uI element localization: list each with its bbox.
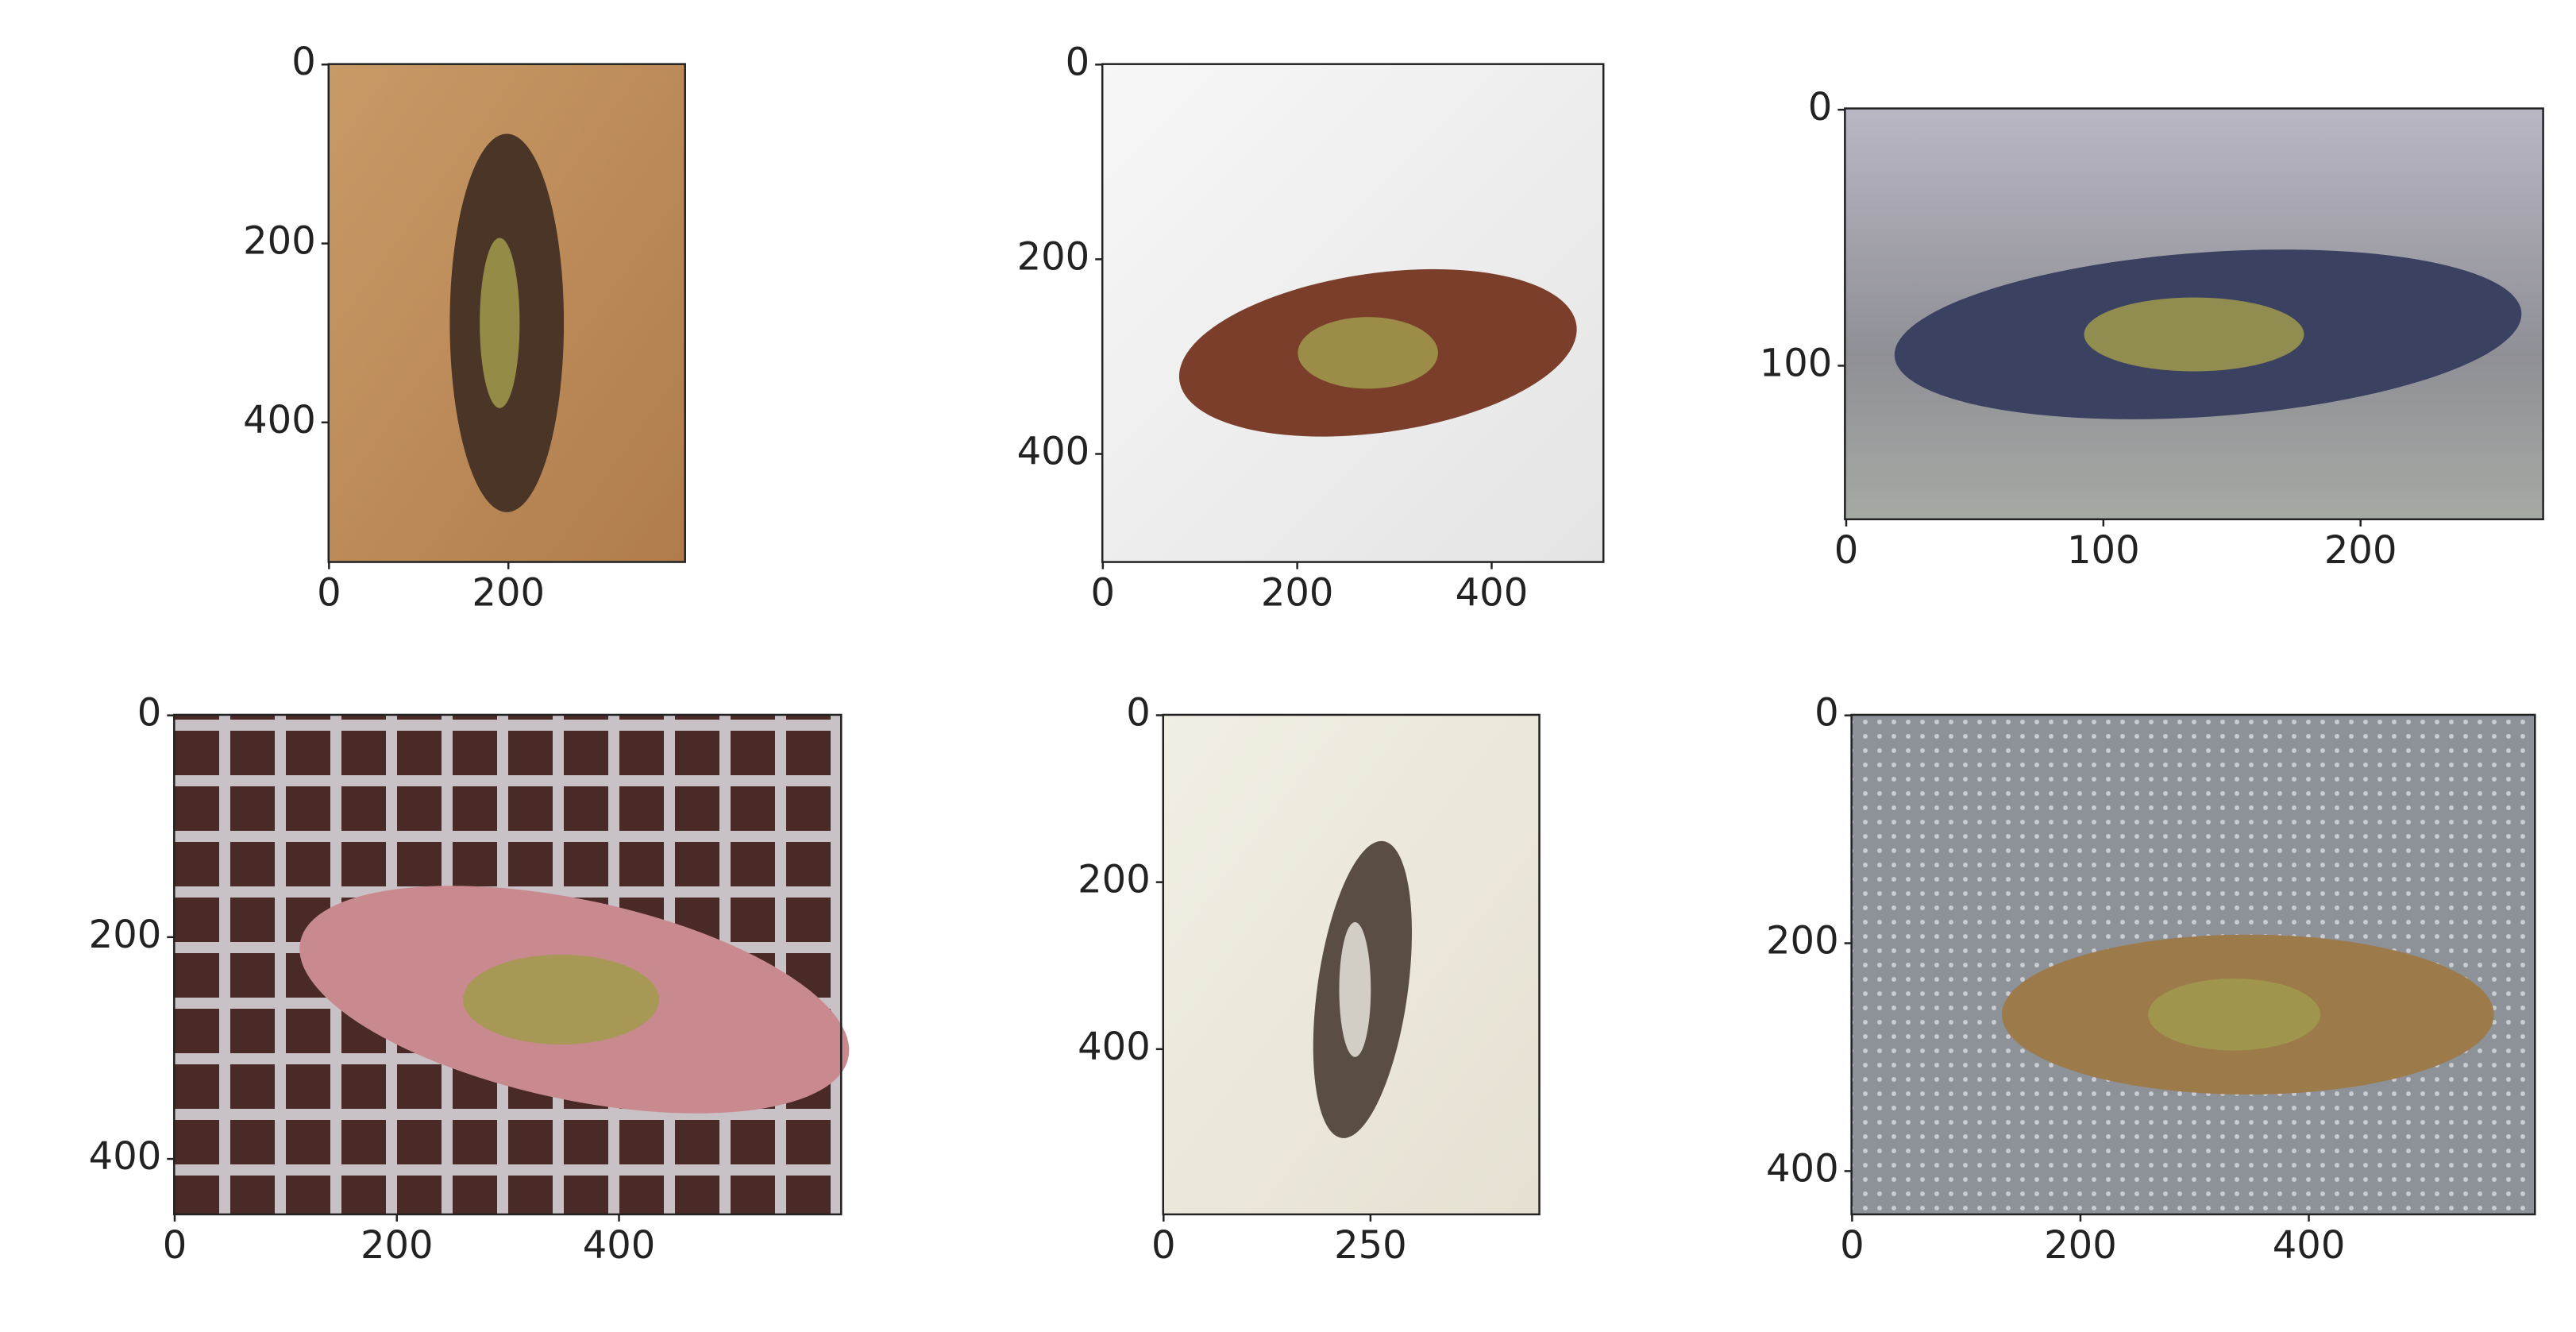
y-tick-label: 200	[89, 913, 162, 957]
axes-frame	[1101, 63, 1605, 563]
subplot: 0 200 400 0 200 400	[1017, 40, 1605, 616]
subplot: 0 250 0 200 400	[1078, 690, 1541, 1268]
x-tick-label: 200	[472, 571, 545, 616]
axes-frame	[327, 63, 686, 563]
axes-frame	[1844, 107, 2544, 521]
x-tick-label: 0	[1834, 528, 1859, 573]
y-tick-label: 200	[1766, 919, 1839, 963]
moth-patch	[480, 237, 520, 408]
x-tick-label: 0	[1840, 1223, 1865, 1268]
x-tick-label: 400	[583, 1223, 656, 1268]
x-tick-label: 400	[2273, 1223, 2346, 1268]
y-tick-label: 400	[1766, 1146, 1839, 1191]
x-tick-label: 400	[1456, 571, 1529, 616]
axes-frame	[1850, 713, 2536, 1216]
x-tick-label: 250	[1334, 1223, 1407, 1268]
moth-patch	[463, 954, 659, 1045]
axes-frame	[1162, 713, 1541, 1216]
y-tick-label: 200	[243, 219, 316, 264]
y-tick-label: 0	[1808, 85, 1833, 129]
y-tick-label: 400	[89, 1134, 162, 1179]
x-tick-label: 200	[1261, 571, 1334, 616]
y-tick-label: 0	[137, 691, 162, 735]
y-tick-label: 200	[1078, 858, 1151, 902]
x-tick-label: 200	[361, 1223, 434, 1268]
subplot: 0 100 200 0 100	[1760, 85, 2544, 573]
y-tick-label: 0	[1814, 691, 1839, 735]
x-tick-label: 0	[1091, 571, 1116, 616]
x-tick-label: 200	[2044, 1223, 2117, 1268]
axes-frame	[173, 713, 843, 1216]
x-tick-label: 0	[1151, 1223, 1176, 1268]
y-tick-label: 100	[1760, 341, 1833, 385]
y-tick-label: 0	[291, 40, 316, 84]
moth-patch	[2148, 979, 2321, 1051]
x-tick-label: 200	[2324, 528, 2397, 573]
x-tick-label: 0	[317, 571, 341, 616]
y-tick-label: 400	[1078, 1025, 1151, 1069]
y-tick-label: 0	[1126, 690, 1151, 735]
subplot: 0 200 0 200 400	[243, 40, 686, 616]
moth-patch	[1339, 921, 1371, 1057]
x-tick-label: 0	[163, 1223, 187, 1268]
moth-patch	[1298, 317, 1438, 389]
y-tick-label: 400	[1017, 430, 1090, 474]
y-tick-label: 0	[1066, 40, 1090, 84]
x-tick-label: 100	[2067, 528, 2140, 573]
moth-patch	[2084, 297, 2304, 372]
y-tick-label: 200	[1017, 234, 1090, 279]
y-tick-label: 400	[243, 398, 316, 442]
